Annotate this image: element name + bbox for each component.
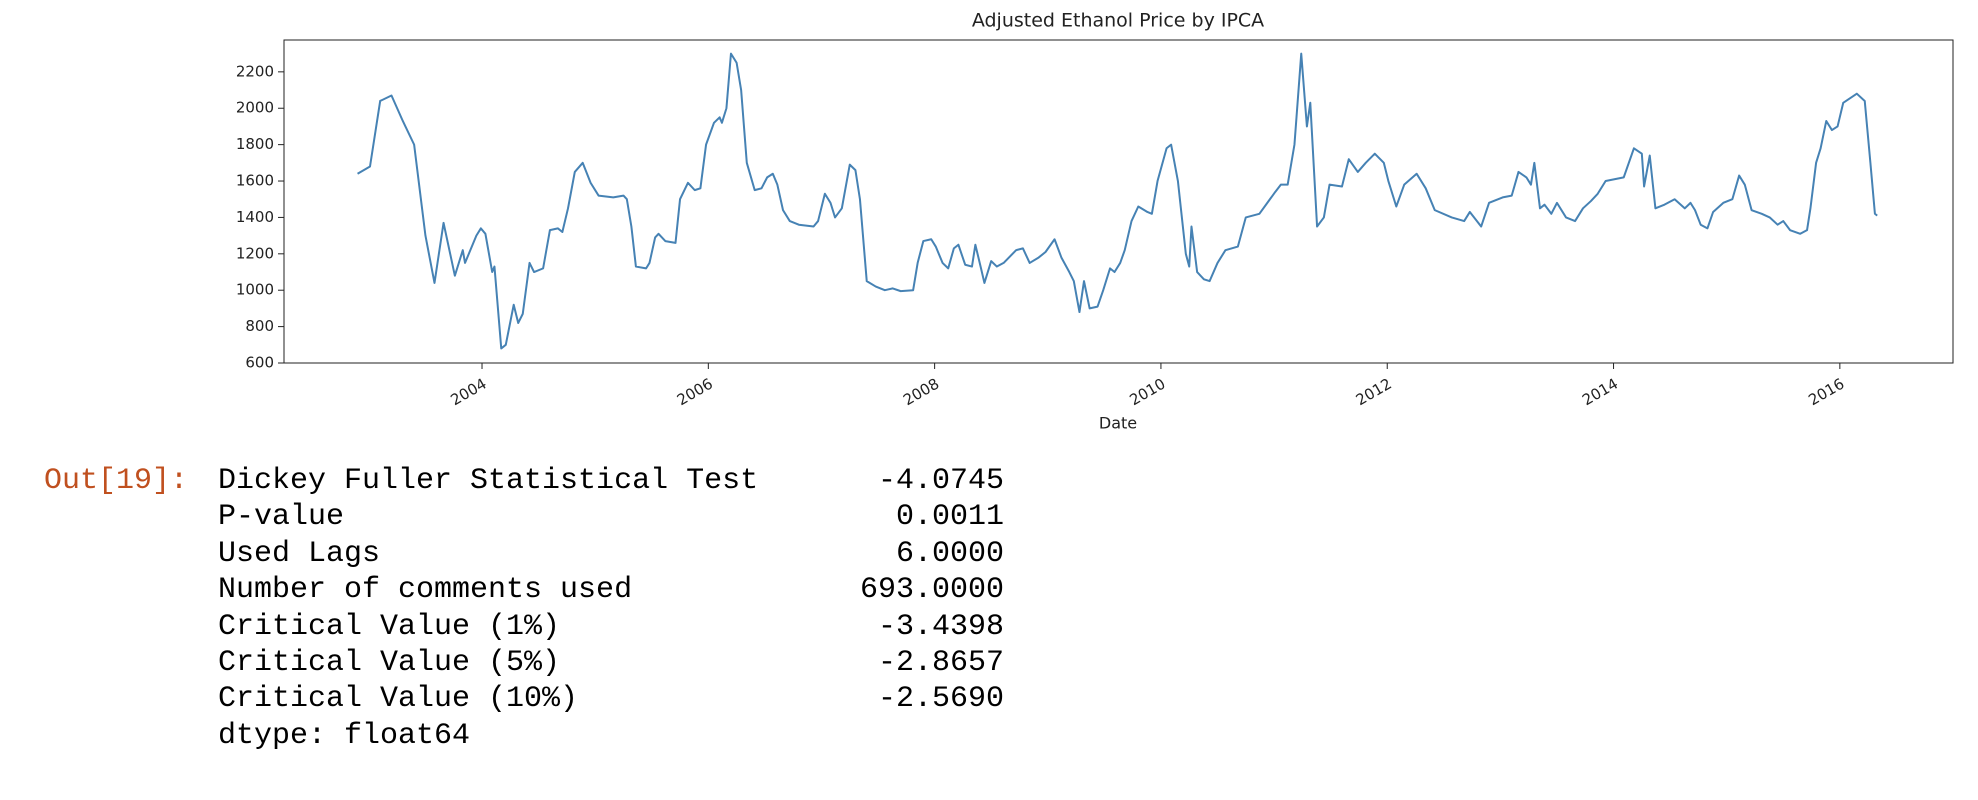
x-axis-label: Date (1099, 414, 1137, 433)
chart-title: Adjusted Ethanol Price by IPCA (972, 10, 1264, 32)
output-row: Critical Value (5%) -2.8657 (218, 646, 1004, 682)
row-value: -4.0745 (877, 464, 1004, 498)
output-row: Dickey Fuller Statistical Test -4.0745 (218, 464, 1004, 500)
row-value: 6.0000 (895, 536, 1004, 571)
row-value: -3.4398 (877, 609, 1004, 644)
y-tick-label: 1200 (236, 244, 274, 262)
output-row: P-value 0.0011 (218, 500, 1004, 536)
plot-frame (283, 39, 1954, 364)
row-label: P-value (218, 500, 345, 535)
row-label: Critical Value (5%) (218, 646, 561, 680)
y-tick-label: 800 (245, 317, 274, 335)
x-tick-label: 2014 (1579, 375, 1621, 410)
output-row: Critical Value (1%) -3.4398 (218, 610, 1004, 646)
y-tick-label: 1000 (236, 281, 274, 299)
chart: Adjusted Ethanol Price by IPCA Date 600 8… (236, 10, 1954, 433)
price-line (357, 52, 1878, 350)
y-tick-label: 1600 (236, 172, 274, 190)
row-label: Critical Value (10%) (218, 682, 579, 717)
x-tick-label: 2008 (900, 375, 942, 410)
output-row: Number of comments used 693.0000 (218, 573, 1004, 609)
y-tick-label: 1400 (236, 208, 274, 226)
row-label: Used Lags (218, 536, 381, 571)
row-label: Number of comments used (218, 573, 633, 608)
row-value: -2.5690 (877, 682, 1004, 717)
x-tick-label: 2012 (1353, 375, 1395, 410)
y-tick-label: 600 (245, 354, 274, 372)
y-tick-label: 1800 (236, 135, 274, 153)
output-row: Critical Value (10%) -2.5690 (218, 682, 1004, 718)
row-label: Dickey Fuller Statistical Test (218, 464, 759, 498)
x-tick-label: 2004 (448, 375, 490, 410)
output-prompt: Out[19]: (44, 464, 189, 498)
output-row: Used Lags 6.0000 (218, 537, 1004, 573)
row-value: 693.0000 (859, 573, 1004, 608)
row-value: 0.0011 (895, 500, 1004, 535)
y-tick-label: 2000 (236, 99, 274, 117)
x-tick-label: 2016 (1805, 375, 1847, 410)
x-tick-label: 2006 (674, 375, 716, 410)
row-value: -2.8657 (877, 646, 1004, 680)
output-footer: dtype: float64 (218, 718, 471, 753)
x-tick-label: 2010 (1126, 375, 1168, 410)
y-tick-label: 2200 (236, 62, 274, 80)
row-label: Critical Value (1%) (218, 609, 561, 644)
